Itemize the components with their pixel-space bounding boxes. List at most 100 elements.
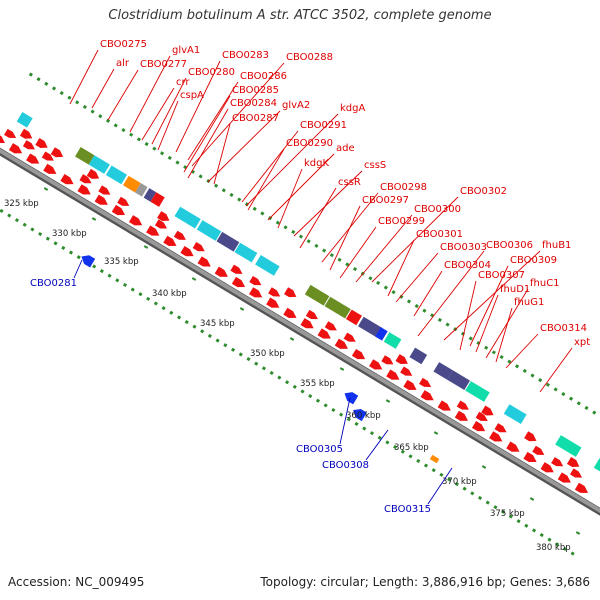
forward-gene-label: fhuG1	[514, 297, 544, 308]
forward-gene-label: CBO0288	[286, 52, 333, 63]
cds-gene-shape	[128, 215, 143, 226]
cds-gene-shape	[19, 128, 33, 139]
inner-dot	[223, 343, 228, 348]
cds-gene-shape	[324, 321, 337, 331]
cds-gene	[343, 332, 356, 342]
scale-tick	[575, 531, 581, 535]
cds-gene-shape	[154, 219, 168, 229]
inner-dot	[92, 264, 97, 269]
feature-block	[409, 347, 428, 365]
outer-dot	[229, 192, 234, 198]
outer-dot	[198, 174, 203, 179]
forward-gene-label: CBO0299	[378, 216, 425, 227]
leader-line	[183, 95, 231, 173]
cds-gene-shape	[214, 266, 228, 277]
reverse-gene	[353, 408, 367, 422]
cds-gene	[283, 307, 297, 318]
leader-line-reverse	[73, 259, 83, 279]
inner-dot	[215, 338, 220, 343]
scale-tick	[433, 431, 439, 435]
cds-gene	[381, 355, 394, 365]
outer-dot	[414, 304, 419, 309]
cds-gene	[419, 377, 432, 388]
cds-gene-shape	[343, 332, 356, 342]
cds-gene	[43, 163, 57, 174]
feature-block-shape	[503, 404, 527, 424]
cds-gene	[197, 256, 211, 267]
leader-line	[175, 60, 221, 153]
inner-dot	[238, 352, 243, 357]
cds-gene-shape	[197, 256, 211, 267]
inner-dot	[377, 435, 382, 440]
inner-dot	[138, 292, 143, 297]
feature-block-shape	[358, 316, 383, 338]
feature-block-shape	[304, 284, 330, 306]
leader-line	[395, 252, 439, 303]
cds-gene	[35, 138, 48, 148]
inner-dot	[369, 431, 375, 436]
forward-gene-label: glvA1	[172, 45, 200, 56]
forward-gene-label: kdgK	[304, 158, 329, 169]
cds-gene-shape	[569, 468, 583, 478]
cds-gene-shape	[230, 264, 243, 274]
forward-gene-label: CBO0298	[380, 182, 427, 193]
feature-block	[105, 165, 127, 185]
outer-dot	[507, 359, 512, 364]
feature-block	[304, 284, 330, 306]
cds-gene-shape	[157, 211, 170, 222]
cds-gene	[475, 411, 488, 421]
cds-gene	[386, 369, 400, 380]
leader-line	[299, 187, 337, 249]
cds-gene	[146, 225, 160, 236]
feature-block-shape	[234, 242, 258, 263]
outer-dot	[167, 155, 172, 160]
forward-gene-label: fhuB1	[542, 240, 571, 251]
feature-block	[88, 155, 110, 174]
inner-dot	[501, 509, 506, 514]
cds-gene-shape	[400, 366, 413, 376]
reverse-gene-shape	[353, 408, 367, 422]
cds-gene-shape	[22, 140, 35, 150]
outer-dot	[59, 91, 64, 96]
leader-line-reverse	[427, 467, 453, 505]
cds-gene-shape	[0, 132, 5, 144]
cds-gene	[268, 287, 281, 297]
outer-dot	[538, 378, 543, 383]
forward-gene-label: kdgA	[340, 103, 365, 114]
cds-gene	[456, 400, 469, 410]
inner-dot	[431, 468, 436, 473]
leader-line	[107, 69, 139, 121]
outer-dot	[75, 100, 80, 105]
inner-dot	[130, 287, 135, 292]
outer-dot	[345, 262, 350, 267]
outer-dot	[484, 345, 489, 350]
inner-dot	[331, 407, 336, 413]
inner-dot	[285, 380, 290, 385]
feature-block-shape	[88, 155, 110, 174]
cds-gene-shape	[26, 153, 40, 164]
feature-block	[465, 381, 490, 402]
cds-gene-shape	[117, 196, 130, 206]
feature-block	[503, 404, 527, 424]
cds-gene-shape	[506, 441, 520, 452]
leader-line	[443, 250, 541, 341]
cds-gene	[266, 297, 280, 308]
scale-label: 380 kbp	[536, 543, 571, 553]
feature-block-shape	[123, 175, 141, 193]
cds-gene	[551, 457, 564, 467]
leader-line	[187, 81, 239, 161]
feature-block-shape	[555, 435, 582, 457]
accession-label: Accession: NC_009495	[8, 575, 145, 589]
scale-label: 350 kbp	[250, 349, 285, 359]
inner-dot	[454, 482, 459, 487]
feature-block-shape	[105, 165, 127, 185]
feature-block	[143, 188, 157, 202]
scale-tick	[385, 399, 391, 403]
outer-dot	[121, 128, 126, 133]
cds-gene-shape	[60, 174, 74, 185]
scale-label: 370 kbp	[442, 477, 477, 487]
outer-dot	[252, 206, 257, 211]
outer-dot	[260, 211, 265, 216]
cds-gene	[8, 143, 23, 154]
outer-dot	[244, 202, 250, 207]
